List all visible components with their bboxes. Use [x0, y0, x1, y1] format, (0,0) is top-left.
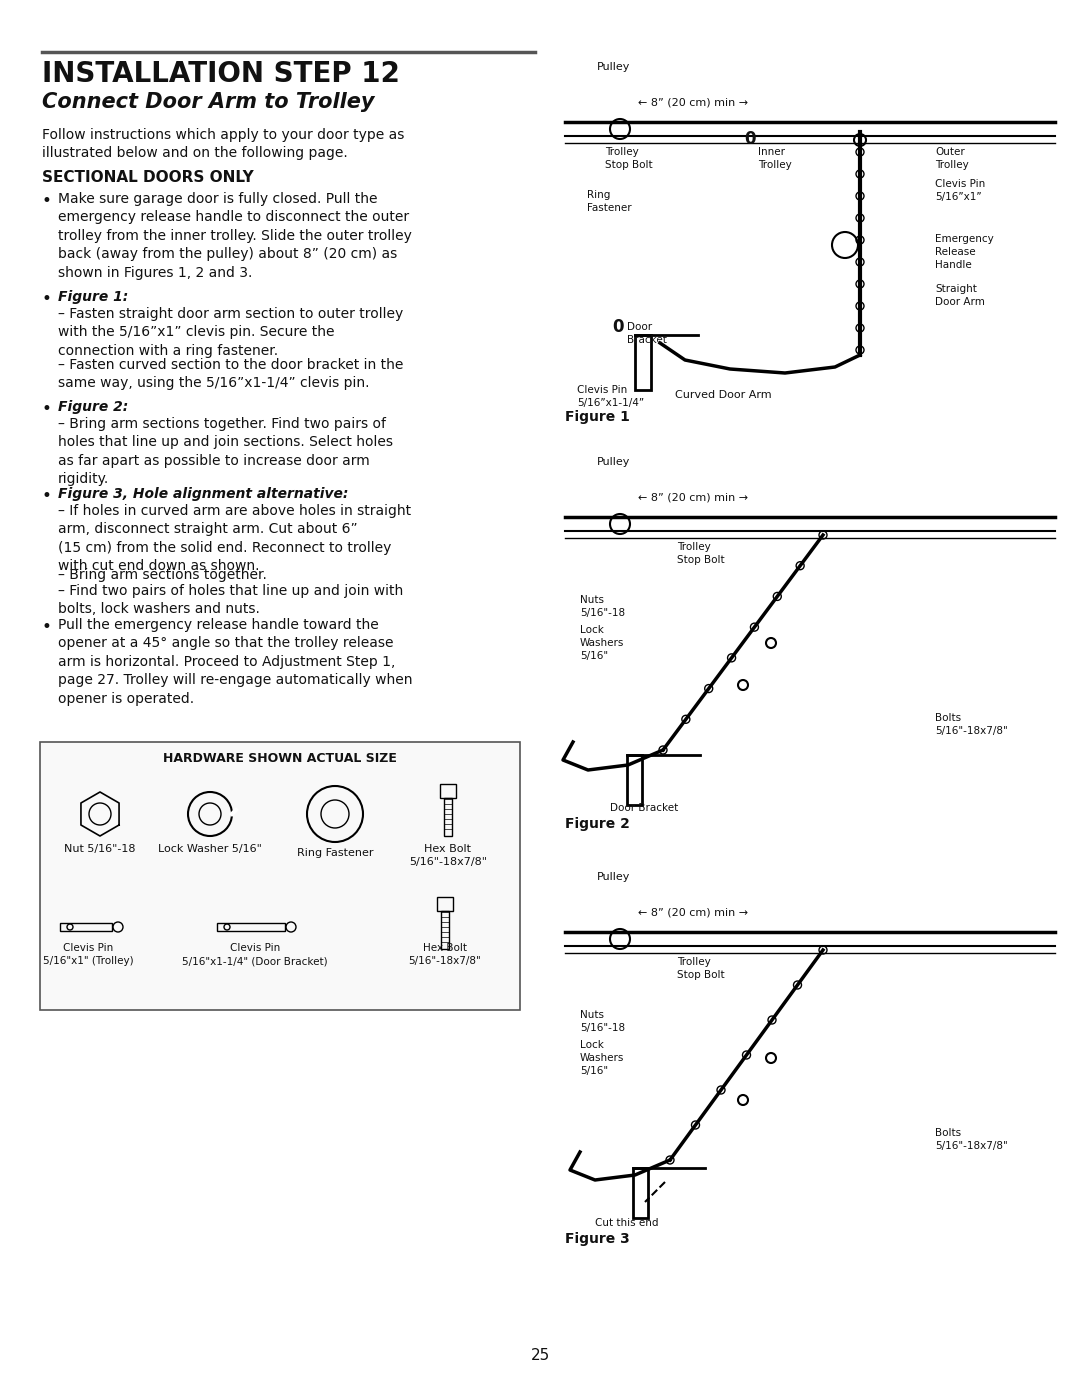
- Text: Clevis Pin
5/16"x1-1/4" (Door Bracket): Clevis Pin 5/16"x1-1/4" (Door Bracket): [183, 943, 328, 967]
- Text: Figure 2:: Figure 2:: [58, 400, 129, 414]
- Text: Hex Bolt
5/16"-18x7/8": Hex Bolt 5/16"-18x7/8": [408, 943, 482, 967]
- Text: Bolts
5/16"-18x7/8": Bolts 5/16"-18x7/8": [935, 1128, 1008, 1151]
- Text: – Bring arm sections together.: – Bring arm sections together.: [58, 568, 267, 582]
- Text: Trolley
Stop Bolt: Trolley Stop Bolt: [677, 542, 725, 565]
- Text: Hex Bolt
5/16"-18x7/8": Hex Bolt 5/16"-18x7/8": [409, 844, 487, 868]
- Text: ← 8” (20 cm) min →: ← 8” (20 cm) min →: [638, 492, 748, 502]
- Text: Inner
Trolley: Inner Trolley: [758, 147, 792, 170]
- Text: •: •: [42, 487, 52, 505]
- Text: Pulley: Pulley: [597, 62, 631, 72]
- Text: 25: 25: [530, 1348, 550, 1363]
- Text: ← 8” (20 cm) min →: ← 8” (20 cm) min →: [638, 908, 748, 917]
- Text: Clevis Pin
5/16"x1" (Trolley): Clevis Pin 5/16"x1" (Trolley): [43, 943, 133, 967]
- Text: Nut 5/16"-18: Nut 5/16"-18: [64, 844, 136, 854]
- Text: Outer
Trolley: Outer Trolley: [935, 147, 969, 170]
- Bar: [627, 755, 642, 804]
- Text: Door
Bracket: Door Bracket: [627, 322, 666, 345]
- Text: Nuts
5/16"-18: Nuts 5/16"-18: [580, 1011, 625, 1033]
- Text: INSTALLATION STEP 12: INSTALLATION STEP 12: [42, 60, 400, 88]
- Text: Pull the emergency release handle toward the
opener at a 45° angle so that the t: Pull the emergency release handle toward…: [58, 617, 413, 705]
- Bar: [437, 896, 453, 912]
- Text: Door Bracket: Door Bracket: [610, 803, 678, 813]
- Bar: [635, 336, 651, 390]
- Text: Follow instructions which apply to your door type as
illustrated below and on th: Follow instructions which apply to your …: [42, 128, 404, 161]
- Text: Lock
Washers
5/16": Lock Washers 5/16": [580, 626, 624, 661]
- Text: – Fasten curved section to the door bracket in the
same way, using the 5/16”x1-1: – Fasten curved section to the door brac…: [58, 358, 403, 390]
- Text: Pulley: Pulley: [597, 456, 631, 468]
- Text: – Bring arm sections together. Find two pairs of
holes that line up and join sec: – Bring arm sections together. Find two …: [58, 417, 393, 487]
- Text: 0: 0: [612, 318, 623, 336]
- Bar: [444, 798, 453, 836]
- Text: ← 8” (20 cm) min →: ← 8” (20 cm) min →: [638, 98, 748, 107]
- Text: – Fasten straight door arm section to outer trolley
with the 5/16”x1” clevis pin: – Fasten straight door arm section to ou…: [58, 307, 403, 358]
- Text: Bolts
5/16"-18x7/8": Bolts 5/16"-18x7/8": [935, 714, 1008, 736]
- Text: Clevis Pin
5/16”x1-1/4”: Clevis Pin 5/16”x1-1/4”: [577, 385, 644, 408]
- Text: – Find two pairs of holes that line up and join with
bolts, lock washers and nut: – Find two pairs of holes that line up a…: [58, 584, 403, 616]
- Text: Trolley
Stop Bolt: Trolley Stop Bolt: [677, 957, 725, 980]
- Text: Emergency
Release
Handle: Emergency Release Handle: [935, 234, 994, 271]
- Text: •: •: [42, 290, 52, 308]
- Text: •: •: [42, 617, 52, 637]
- Text: Nuts
5/16"-18: Nuts 5/16"-18: [580, 595, 625, 619]
- Text: Figure 3, Hole alignment alternative:: Figure 3, Hole alignment alternative:: [58, 487, 349, 500]
- Text: Curved Door Arm: Curved Door Arm: [675, 390, 771, 400]
- Text: Straight
Door Arm: Straight Door Arm: [935, 285, 985, 307]
- Text: •: •: [42, 400, 52, 418]
- Text: SECTIONAL DOORS ONLY: SECTIONAL DOORS ONLY: [42, 170, 254, 186]
- Bar: [217, 923, 285, 931]
- Text: Ring Fastener: Ring Fastener: [297, 848, 374, 858]
- Text: Ring
Fastener: Ring Fastener: [588, 190, 632, 213]
- Text: Clevis Pin
5/16”x1”: Clevis Pin 5/16”x1”: [935, 179, 985, 202]
- Text: Figure 1: Figure 1: [565, 410, 630, 424]
- Text: Cut this end: Cut this end: [595, 1218, 659, 1228]
- Text: Make sure garage door is fully closed. Pull the
emergency release handle to disc: Make sure garage door is fully closed. P…: [58, 193, 411, 279]
- Text: Connect Door Arm to Trolley: Connect Door Arm to Trolley: [42, 92, 375, 111]
- Text: Lock
Washers
5/16": Lock Washers 5/16": [580, 1040, 624, 1077]
- Text: Lock Washer 5/16": Lock Washer 5/16": [158, 844, 262, 854]
- Text: •: •: [42, 193, 52, 210]
- Bar: [633, 1167, 648, 1218]
- Bar: [40, 742, 519, 1011]
- Text: Figure 3: Figure 3: [565, 1232, 630, 1246]
- Text: Figure 2: Figure 2: [565, 817, 630, 830]
- Text: – If holes in curved arm are above holes in straight
arm, disconnect straight ar: – If holes in curved arm are above holes…: [58, 505, 411, 573]
- Text: 0: 0: [744, 131, 756, 148]
- Text: Trolley
Stop Bolt: Trolley Stop Bolt: [605, 147, 652, 170]
- Bar: [440, 784, 456, 797]
- Text: Figure 1:: Figure 1:: [58, 290, 129, 304]
- Text: HARDWARE SHOWN ACTUAL SIZE: HARDWARE SHOWN ACTUAL SIZE: [163, 752, 397, 765]
- Text: Pulley: Pulley: [597, 872, 631, 881]
- Bar: [441, 912, 449, 949]
- Bar: [60, 923, 112, 931]
